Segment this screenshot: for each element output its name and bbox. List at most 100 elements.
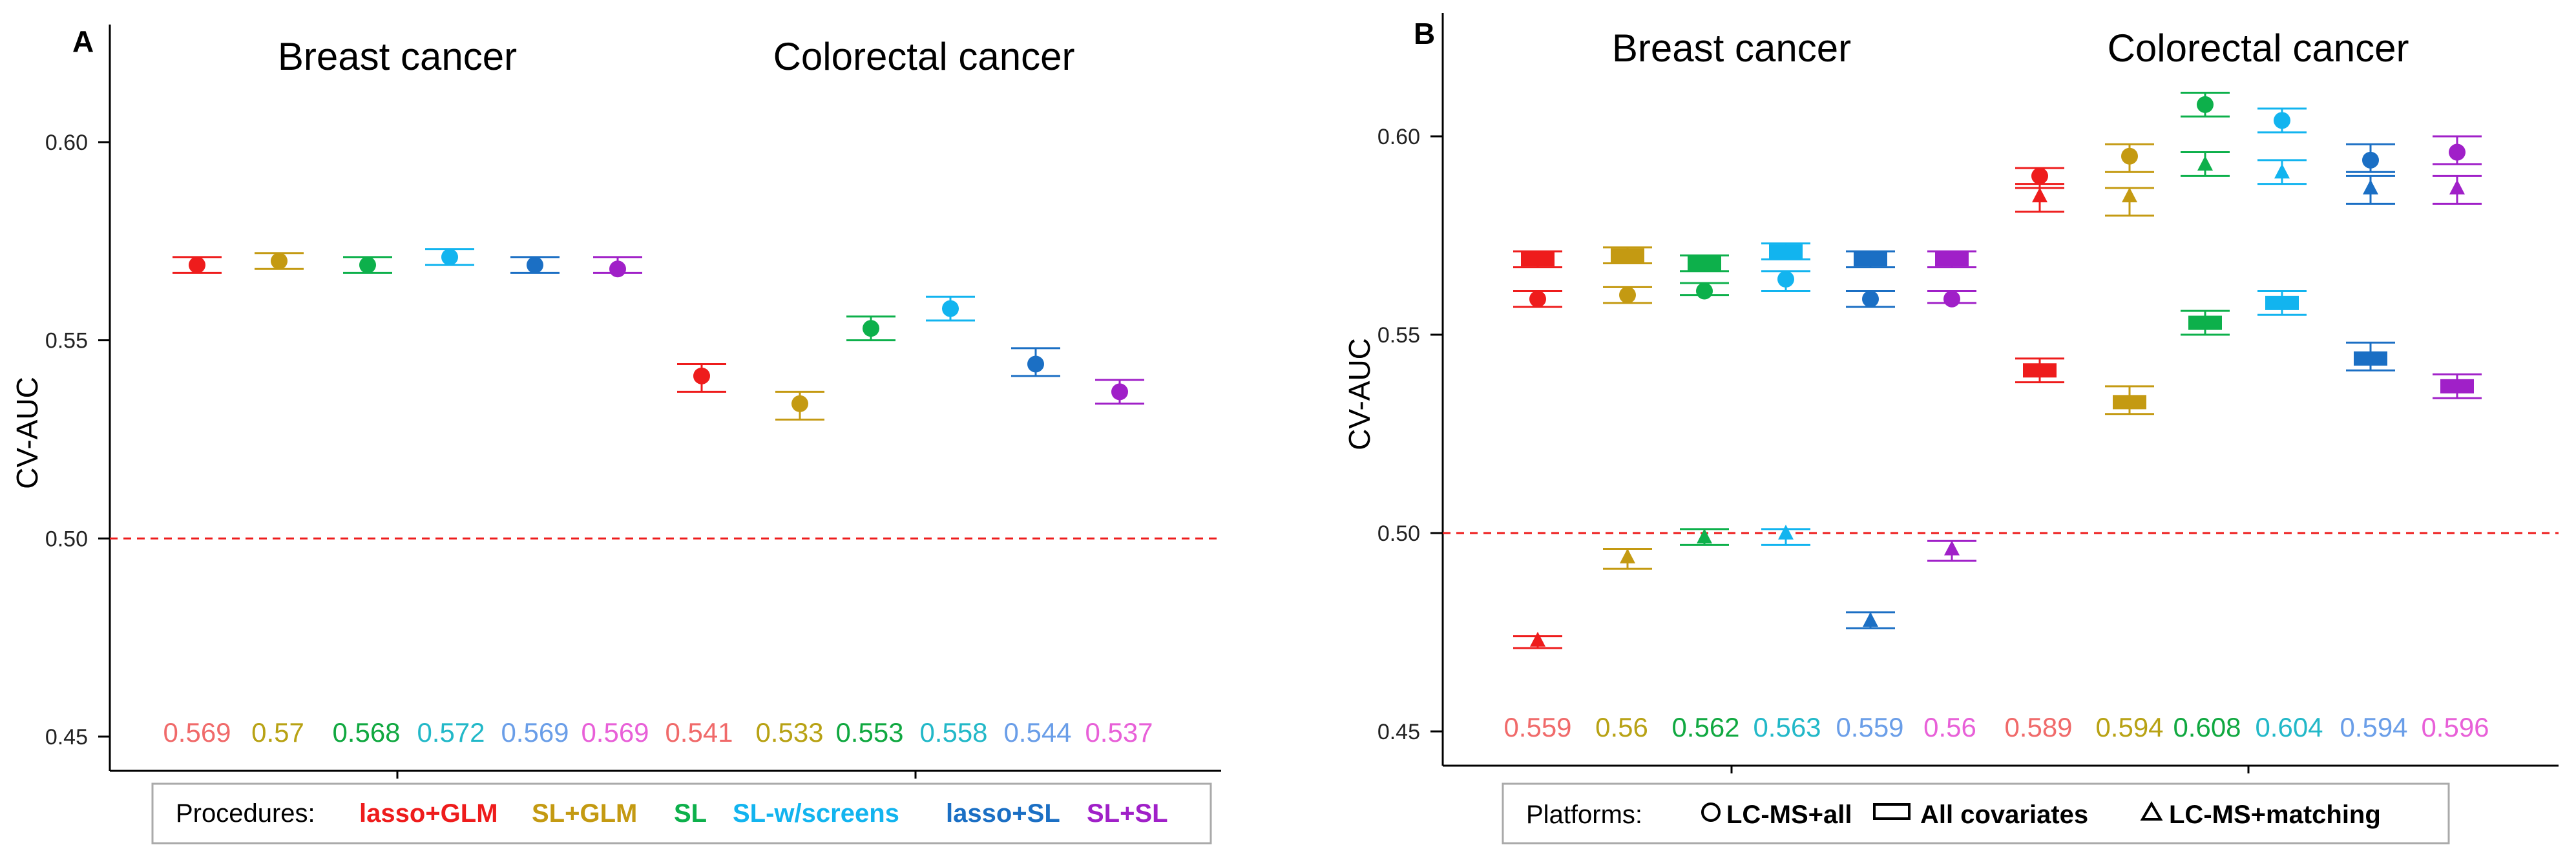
panel-a-legend-item-sl-glm: SL+GLM — [532, 799, 637, 828]
panel-b-breast-sl-glm-triangle-point — [1620, 548, 1635, 563]
panel-b-breast-sl-w-screens-rect-point — [1769, 244, 1803, 259]
panel-b-group-title-colorectal: Colorectal cancer — [2108, 26, 2409, 70]
panel-a: A Breast cancer Colorectal cancer CV-AUC… — [10, 25, 1221, 844]
panel-b-legend-item-lc-ms-all: LC-MS+all — [1726, 801, 1852, 829]
panel-b-colorectal-sl-w-screens-rect-point — [2265, 295, 2299, 310]
panel-a-legend-item-sl-w-screens: SL-w/screens — [733, 799, 899, 828]
panel-b-y-tick-label: 0.45 — [1377, 720, 1420, 744]
panel-b-value-label-sl: 0.608 — [2173, 712, 2241, 742]
panel-a-value-label-sl-w-screens: 0.572 — [417, 717, 485, 748]
panel-a-breast-lasso-glm-circle-point — [189, 257, 205, 274]
panel-a-breast-sl-w-screens-circle-point — [441, 248, 458, 266]
panel-a-value-label-sl: 0.568 — [332, 717, 400, 748]
panel-b-breast-sl-sl-rect-point — [1935, 252, 1969, 267]
panel-b-breast-lasso-sl-triangle-point — [1863, 612, 1878, 627]
panel-a-value-label-lasso-sl: 0.569 — [501, 717, 569, 748]
panel-b-letter: B — [1414, 17, 1435, 50]
panel-b-plot: 0.45 0.50 0.55 0.60 0.559 0.56 0.562 0.563 0.559… — [1377, 91, 2559, 744]
panel-b-breast-sl-sl-triangle-point — [1944, 540, 1960, 556]
panel-a-letter: A — [72, 25, 94, 58]
panel-a-legend-item-sl-sl: SL+SL — [1087, 799, 1168, 828]
panel-b-breast-sl-glm-circle-point — [1619, 286, 1636, 304]
panel-a-y-tick-label: 0.45 — [45, 725, 88, 750]
panel-b-group-title-breast: Breast cancer — [1612, 26, 1851, 70]
panel-b-breast-lasso-sl-rect-point — [1854, 252, 1887, 267]
panel-a-value-label-lasso-glm: 0.569 — [163, 717, 231, 748]
panel-a-colorectal-sl-circle-point — [863, 320, 879, 337]
panel-a-colorectal-sl-glm-circle-point — [791, 395, 808, 412]
panel-a-legend-item-sl: SL — [674, 799, 707, 828]
panel-b-value-label-lasso-glm: 0.559 — [1503, 712, 1571, 742]
panel-b-breast-sl-circle-point — [1696, 282, 1713, 300]
panel-a-colorectal-lasso-glm-circle-point — [693, 367, 710, 384]
panel-b-value-label-sl: 0.562 — [1671, 712, 1739, 742]
panel-b-colorectal-lasso-sl-circle-point — [2362, 151, 2379, 169]
panel-b-breast-lasso-sl-circle-point — [1862, 290, 1879, 308]
panel-b-colorectal-sl-sl-rect-point — [2440, 379, 2474, 393]
panel-b-y-tick-label: 0.60 — [1377, 125, 1420, 149]
panel-b-breast-sl-glm-rect-point — [1611, 248, 1644, 263]
panel-a-colorectal-lasso-sl-circle-point — [1027, 355, 1044, 373]
panel-a-legend-box — [151, 782, 1212, 844]
panel-a-group-title-colorectal: Colorectal cancer — [773, 35, 1075, 78]
panel-a-value-label-sl-sl: 0.537 — [1085, 717, 1153, 748]
panel-b-value-label-sl-w-screens: 0.563 — [1753, 712, 1821, 742]
panel-a-plot: 0.45 0.50 0.55 0.60 0.569 0.57 0.568 0.572 0.569… — [45, 131, 1221, 750]
panel-b-value-label-lasso-glm: 0.589 — [2004, 712, 2072, 742]
panel-b-y-axis-title: CV-AUC — [1343, 338, 1376, 450]
panel-b-breast-sl-w-screens-circle-point — [1777, 271, 1794, 288]
panel-b-legend-item-lc-ms-matching: LC-MS+matching — [2169, 801, 2381, 829]
panel-a-y-axis-title: CV-AUC — [10, 377, 44, 489]
panel-b-value-label-lasso-sl: 0.594 — [2340, 712, 2407, 742]
panel-b-colorectal-sl-sl-triangle-point — [2449, 179, 2465, 194]
panel-b-value-label-lasso-sl: 0.559 — [1836, 712, 1903, 742]
panel-b-colorectal-lasso-glm-rect-point — [2023, 363, 2057, 378]
panel-a-value-label-sl-w-screens: 0.558 — [919, 717, 987, 748]
panel-a-value-label-lasso-glm: 0.541 — [665, 717, 733, 748]
panel-b-value-label-sl-glm: 0.594 — [2095, 712, 2163, 742]
panel-b-breast-lasso-glm-rect-point — [1521, 252, 1555, 267]
panel-a-legend-item-lasso-glm: lasso+GLM — [359, 799, 498, 828]
panel-a-colorectal-sl-sl-circle-point — [1111, 383, 1128, 401]
panel-b-value-label-sl-sl: 0.56 — [1923, 712, 1976, 742]
panel-b-breast-sl-w-screens-triangle-point — [1778, 525, 1794, 540]
panel-b-colorectal-lasso-glm-triangle-point — [2032, 187, 2047, 203]
legend-rectangle-icon — [1873, 803, 1911, 820]
panel-a-colorectal-sl-w-screens-circle-point — [942, 300, 959, 317]
panel-b-breast-lasso-glm-circle-point — [1529, 290, 1546, 308]
panel-b-colorectal-sl-triangle-point — [2197, 155, 2213, 171]
panel-b-colorectal-lasso-sl-rect-point — [2354, 351, 2387, 366]
panel-b-value-label-sl-w-screens: 0.604 — [2255, 712, 2323, 742]
panel-b-breast-sl-triangle-point — [1697, 529, 1712, 544]
panel-b-value-label-sl-glm: 0.56 — [1595, 712, 1648, 742]
panel-b-breast-sl-rect-point — [1688, 256, 1721, 271]
panel-b-colorectal-sl-glm-circle-point — [2121, 147, 2138, 165]
panel-a-y-tick-label: 0.60 — [45, 131, 88, 155]
panel-a-value-label-sl-glm: 0.533 — [755, 717, 823, 748]
panel-b-colorectal-sl-glm-triangle-point — [2122, 187, 2137, 203]
panel-a-value-label-sl-glm: 0.57 — [251, 717, 304, 748]
panel-a-legend-title: Procedures: — [176, 799, 315, 828]
panel-b: B Breast cancer Colorectal cancer CV-AUC… — [1343, 13, 2559, 844]
panel-b-legend-title: Platforms: — [1526, 801, 1642, 829]
panel-b-value-label-sl-sl: 0.596 — [2421, 712, 2489, 742]
panel-a-breast-sl-glm-circle-point — [271, 253, 288, 269]
panel-b-colorectal-sl-glm-rect-point — [2113, 395, 2146, 410]
panel-b-y-tick-label: 0.55 — [1377, 323, 1420, 348]
panel-a-y-tick-label: 0.50 — [45, 527, 88, 551]
panel-a-value-label-lasso-sl: 0.544 — [1003, 717, 1071, 748]
panel-b-legend-item-all-covariates: All covariates — [1920, 801, 2088, 829]
panel-a-group-title-breast: Breast cancer — [278, 35, 517, 78]
panel-a-y-tick-label: 0.55 — [45, 329, 88, 353]
panel-b-legend-box — [1502, 782, 2450, 844]
panel-b-colorectal-lasso-glm-circle-point — [2031, 167, 2048, 185]
panel-a-value-label-sl: 0.553 — [835, 717, 903, 748]
panel-b-colorectal-sl-sl-circle-point — [2449, 143, 2466, 161]
panel-b-colorectal-sl-rect-point — [2188, 315, 2222, 330]
panel-a-legend-item-lasso-sl: lasso+SL — [946, 799, 1060, 828]
legend-triangle-icon — [2140, 801, 2163, 821]
panel-b-colorectal-sl-circle-point — [2197, 96, 2214, 113]
panel-a-breast-sl-circle-point — [359, 257, 376, 274]
panel-b-colorectal-lasso-sl-triangle-point — [2363, 179, 2378, 194]
